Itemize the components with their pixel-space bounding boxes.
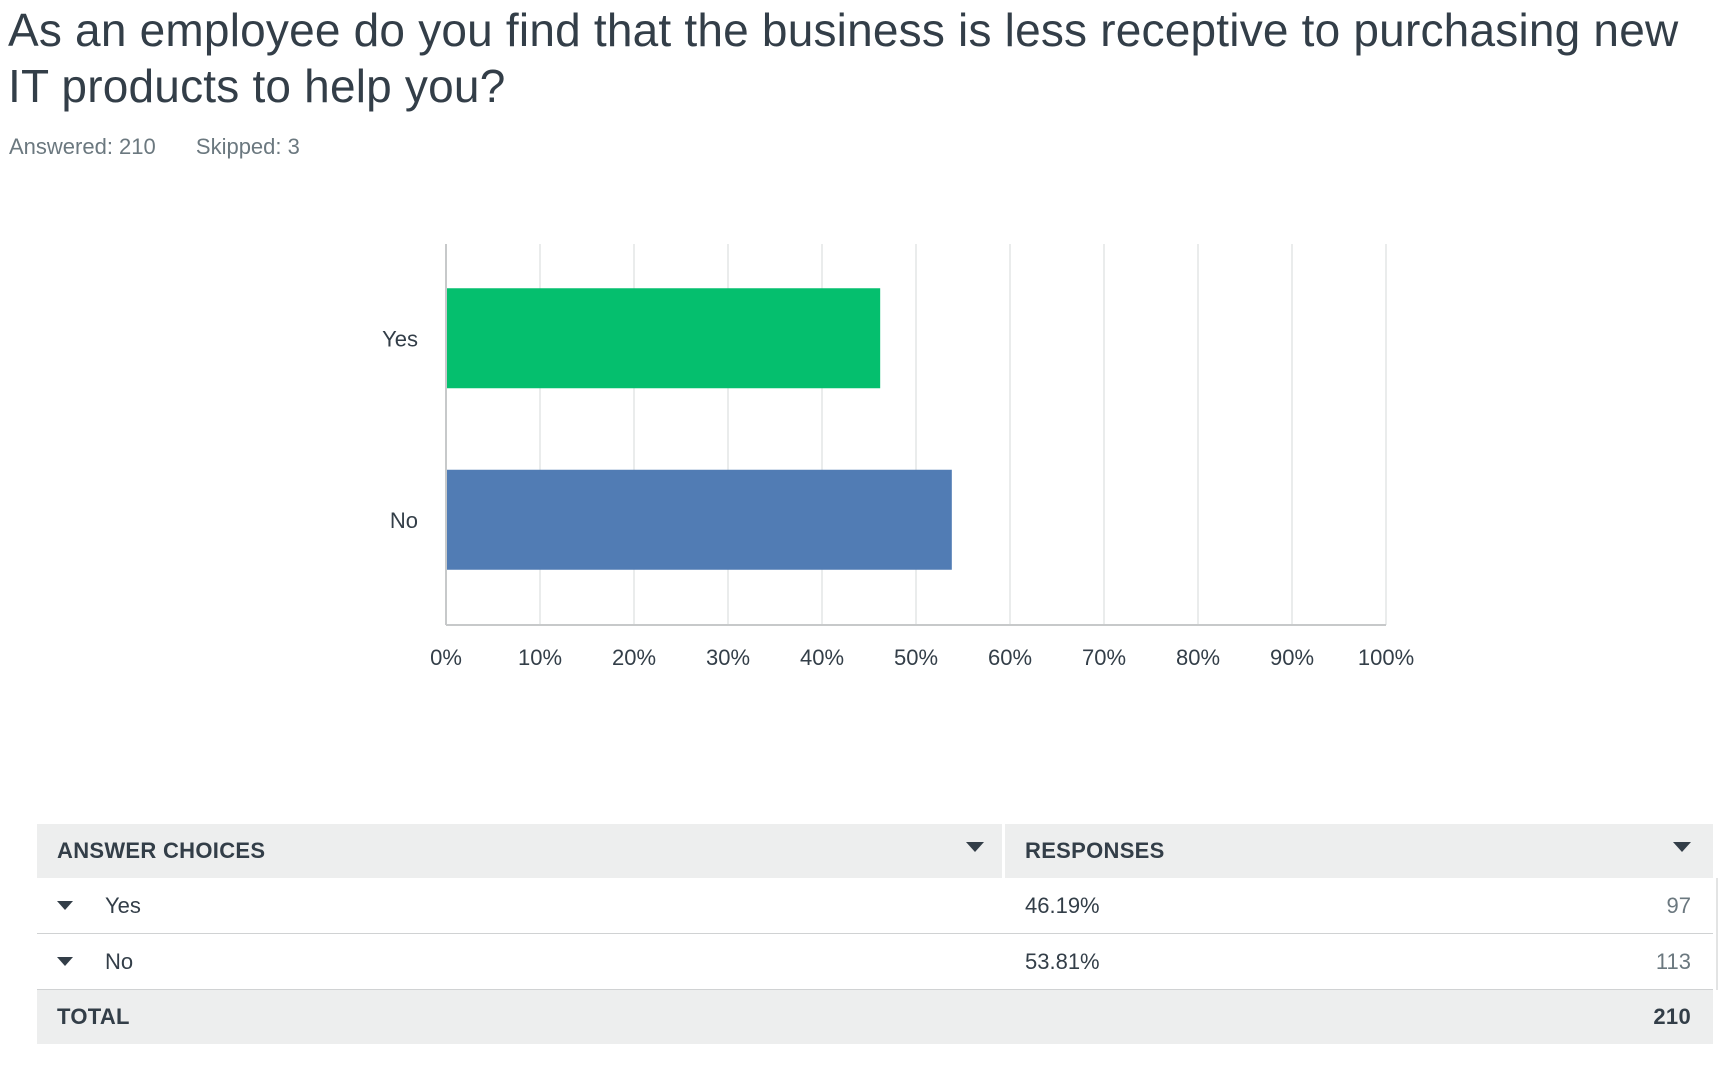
responses-header[interactable]: RESPONSES bbox=[1005, 824, 1713, 878]
answer-choice-label: No bbox=[105, 948, 134, 974]
y-category-label: Yes bbox=[382, 326, 418, 351]
answers-table: ANSWER CHOICES RESPONSES Yes 46.19% 97 N… bbox=[37, 824, 1713, 1044]
x-tick-label: 80% bbox=[1176, 645, 1220, 670]
table-total-row: TOTAL 210 bbox=[37, 990, 1713, 1044]
answered-count: Answered: 210 bbox=[9, 134, 156, 159]
total-value: 210 bbox=[1653, 1004, 1691, 1029]
response-percent: 46.19% bbox=[1025, 892, 1100, 918]
x-tick-label: 30% bbox=[706, 645, 750, 670]
x-tick-label: 100% bbox=[1358, 645, 1414, 670]
sort-dropdown-icon[interactable] bbox=[1673, 842, 1691, 852]
x-tick-label: 20% bbox=[612, 645, 656, 670]
x-tick-label: 70% bbox=[1082, 645, 1126, 670]
x-tick-label: 50% bbox=[894, 645, 938, 670]
y-category-label: No bbox=[390, 508, 418, 533]
answer-choice-label: Yes bbox=[105, 892, 141, 918]
response-stats: Answered: 210 Skipped: 3 bbox=[9, 134, 300, 160]
responses-header-label: RESPONSES bbox=[1025, 838, 1165, 863]
question-title: As an employee do you find that the busi… bbox=[8, 4, 1679, 112]
response-percent: 53.81% bbox=[1025, 948, 1100, 974]
x-tick-label: 10% bbox=[518, 645, 562, 670]
x-tick-label: 0% bbox=[430, 645, 462, 670]
answer-choice-cell: Yes bbox=[37, 893, 1005, 919]
expand-caret-icon[interactable] bbox=[57, 957, 73, 966]
skipped-count: Skipped: 3 bbox=[195, 134, 300, 159]
answer-choice-cell: No bbox=[37, 949, 1005, 975]
total-label: TOTAL bbox=[57, 1004, 130, 1029]
bar-yes bbox=[447, 288, 881, 389]
table-header: ANSWER CHOICES RESPONSES bbox=[37, 824, 1713, 878]
answer-choices-header-label: ANSWER CHOICES bbox=[57, 838, 266, 863]
bar-chart: 0% 10% 20% 30% 40% 50% 60% 70% 80% 90% 100% Yes No bbox=[382, 244, 1414, 670]
bar-no bbox=[447, 469, 952, 570]
answer-choices-header[interactable]: ANSWER CHOICES bbox=[37, 824, 1002, 878]
table-row: Yes 46.19% 97 bbox=[37, 878, 1713, 934]
x-tick-label: 90% bbox=[1270, 645, 1314, 670]
expand-caret-icon[interactable] bbox=[57, 901, 73, 910]
table-scroll-edge bbox=[1716, 878, 1718, 990]
x-tick-label: 60% bbox=[988, 645, 1032, 670]
sort-dropdown-icon[interactable] bbox=[966, 842, 984, 852]
table-row: No 53.81% 113 bbox=[37, 934, 1713, 990]
response-count: 113 bbox=[1655, 948, 1691, 974]
x-tick-label: 40% bbox=[800, 645, 844, 670]
response-count: 97 bbox=[1666, 892, 1691, 918]
